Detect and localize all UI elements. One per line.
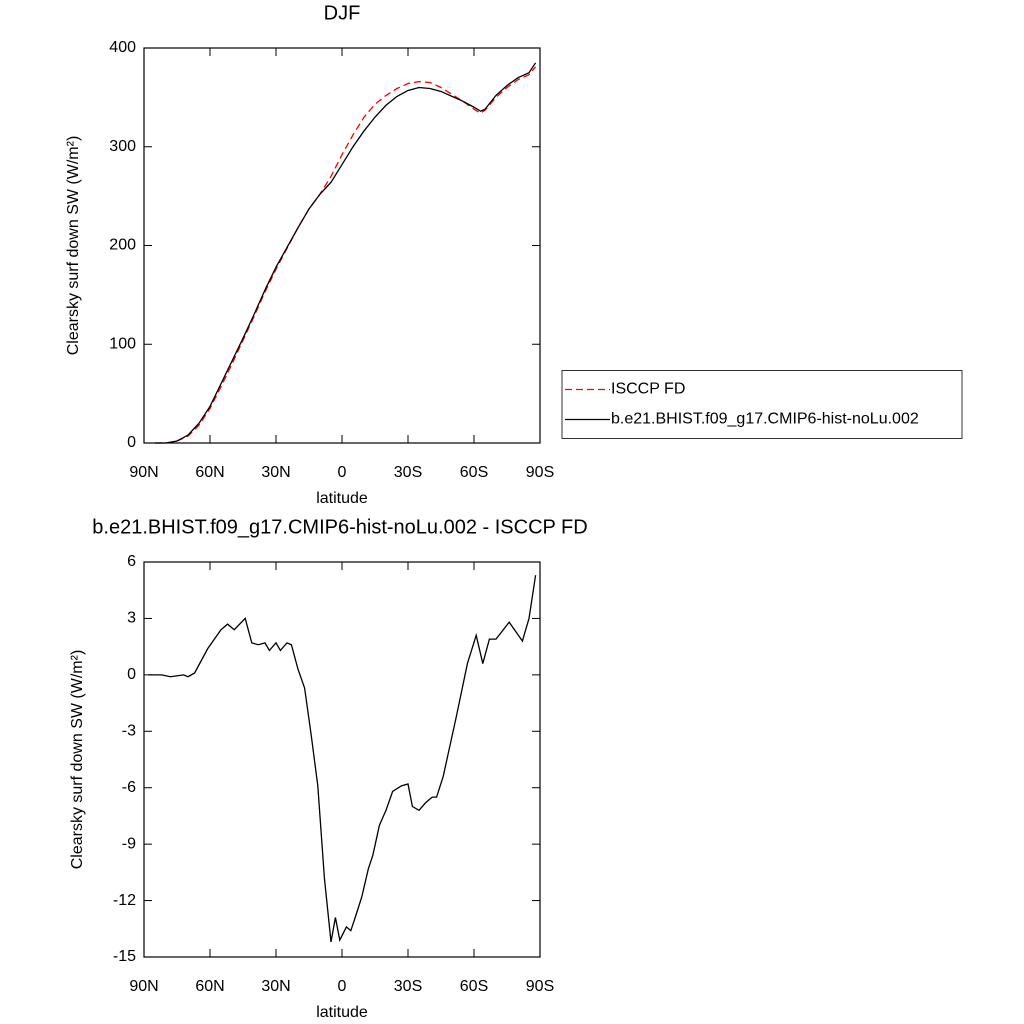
x-tick-label: 30S (394, 464, 422, 481)
x-axis-label: latitude (316, 490, 368, 507)
y-tick-label: 300 (109, 138, 136, 155)
plot-frame (143, 47, 541, 444)
x-tick-label: 30N (261, 978, 290, 995)
x-tick-label: 30S (394, 978, 422, 995)
x-tick-label: 90S (526, 978, 554, 995)
y-tick-label: 0 (127, 434, 136, 451)
x-tick-label: 60N (195, 464, 224, 481)
chart-title: DJF (324, 2, 361, 24)
x-tick-label: 0 (338, 464, 347, 481)
x-tick-label: 60S (460, 464, 488, 481)
x-tick-label: 90N (129, 464, 158, 481)
y-tick-label: -3 (122, 723, 136, 740)
x-axis-label: latitude (316, 1004, 368, 1021)
y-tick-label: -6 (122, 779, 136, 796)
x-tick-label: 60S (460, 978, 488, 995)
y-axis-label: Clearsky surf down SW (W/m²) (65, 136, 82, 356)
data-line (155, 66, 537, 444)
y-tick-label: 3 (127, 610, 136, 627)
y-tick-label: 400 (109, 39, 136, 56)
y-tick-label: 6 (127, 553, 136, 570)
x-tick-label: 0 (338, 978, 347, 995)
y-tick-label: 200 (109, 237, 136, 254)
plot-frame (143, 561, 541, 958)
y-tick-label: -15 (113, 948, 136, 965)
x-tick-label: 30N (261, 464, 290, 481)
data-line (155, 62, 537, 444)
x-tick-label: 90S (526, 464, 554, 481)
y-tick-label: -12 (113, 892, 136, 909)
y-tick-label: -9 (122, 835, 136, 852)
legend-label: b.e21.BHIST.f09_g17.CMIP6-hist-noLu.002 (611, 411, 919, 428)
legend-label: ISCCP FD (611, 381, 685, 398)
x-tick-label: 90N (129, 978, 158, 995)
y-tick-label: 100 (109, 335, 136, 352)
data-line (148, 575, 537, 943)
chart-title: b.e21.BHIST.f09_g17.CMIP6-hist-noLu.002 … (92, 516, 587, 538)
y-axis-label: Clearsky surf down SW (W/m²) (69, 650, 86, 870)
y-tick-label: 0 (127, 666, 136, 683)
x-tick-label: 60N (195, 978, 224, 995)
legend-box (561, 370, 963, 439)
